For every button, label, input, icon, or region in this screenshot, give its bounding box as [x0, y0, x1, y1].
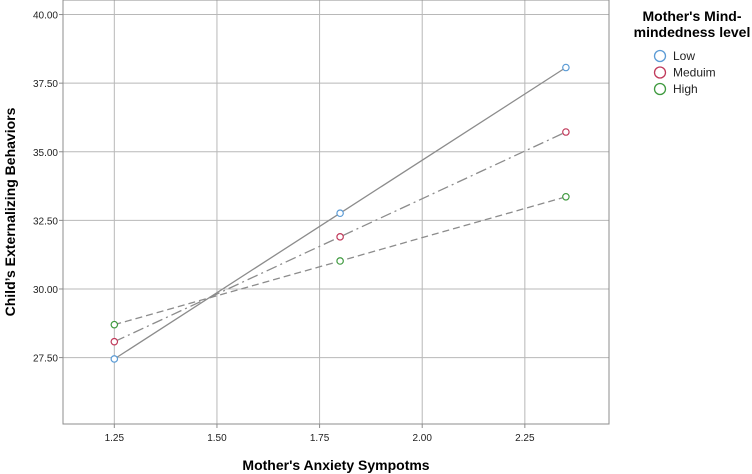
y-tick-label: 35.00	[33, 148, 58, 159]
series-low	[110, 63, 570, 363]
y-tick-label: 32.50	[33, 216, 58, 227]
y-tick-label: 37.50	[33, 79, 58, 90]
legend: Mother's Mind- mindedness level Low Medui…	[634, 8, 751, 96]
plot-area-frame	[62, 0, 610, 425]
legend-marker-meduim	[653, 66, 667, 79]
data-point-low	[336, 209, 344, 218]
data-point-high	[562, 192, 570, 201]
legend-label-low: Low	[673, 49, 695, 63]
series-meduim	[110, 128, 570, 346]
x-axis-title: Mother's Anxiety Sympotms	[242, 457, 429, 473]
legend-title-line-1: Mother's Mind-	[643, 8, 742, 24]
x-tick-label: 1.75	[310, 433, 330, 444]
y-tick-label: 27.50	[33, 354, 58, 365]
data-point-low	[562, 63, 570, 72]
tick-labels: 1.25 1.50 1.75 2.00 2.25 27.50 30.00 32.50 35.00…	[33, 11, 535, 444]
data-point-high	[110, 320, 119, 329]
x-tick-label: 1.50	[207, 433, 227, 444]
legend-label-high: High	[673, 82, 698, 96]
legend-item-low: Low	[653, 49, 695, 63]
data-point-meduim	[562, 128, 570, 136]
data-point-low	[110, 355, 119, 363]
grid	[63, 0, 609, 424]
x-tick-label: 1.25	[105, 433, 125, 444]
legend-item-meduim: Meduim	[653, 66, 716, 80]
y-tick-label: 30.00	[33, 285, 58, 296]
legend-title-line-2: mindedness level	[634, 24, 751, 40]
legend-item-high: High	[653, 82, 698, 96]
data-point-high	[336, 257, 344, 265]
y-axis-title: Child’s Externalizing Behaviors	[2, 107, 18, 316]
data-point-meduim	[110, 337, 119, 346]
series-high	[110, 192, 570, 329]
legend-label-meduim: Meduim	[673, 66, 716, 80]
legend-marker-high	[653, 82, 667, 96]
data-point-meduim	[336, 233, 344, 241]
legend-marker-low	[653, 49, 667, 63]
x-tick-label: 2.00	[412, 433, 432, 444]
x-tick-label: 2.25	[515, 433, 535, 444]
y-tick-label: 40.00	[33, 11, 58, 22]
series-line-meduim	[114, 131, 567, 343]
series-layer	[110, 63, 570, 363]
